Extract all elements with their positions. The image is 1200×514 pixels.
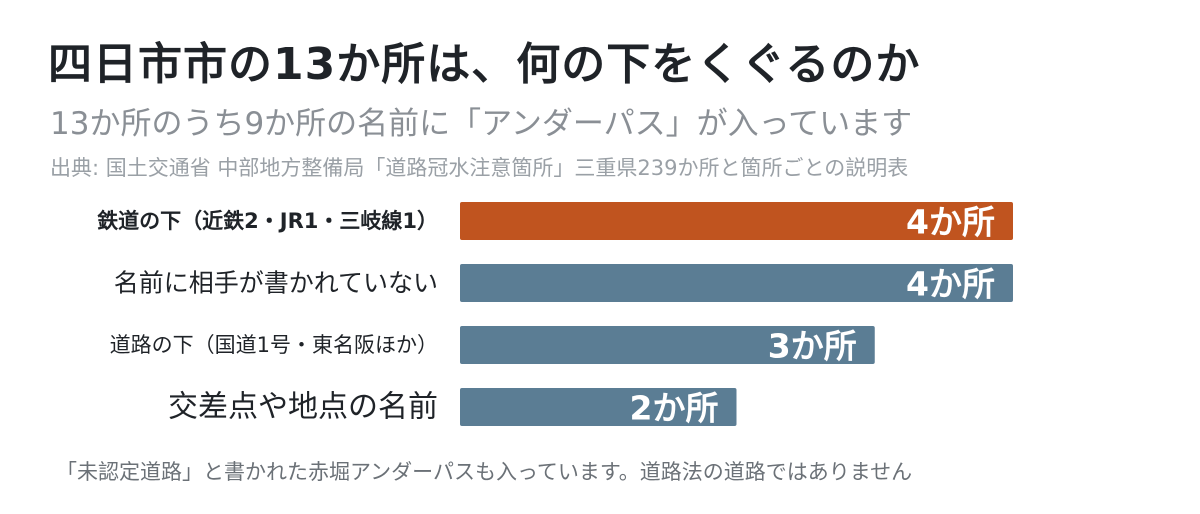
value-label-4: 2か所: [630, 389, 719, 428]
bar-1: [460, 202, 1013, 240]
chart-title: 四日市市の13か所は、何の下をくぐるのか: [48, 39, 921, 90]
source-note: 出典: 国土交通省 中部地方整備局「道路冠水注意箇所」三重県239か所と箇所ごと…: [50, 156, 909, 180]
value-label-2: 4か所: [906, 265, 995, 304]
category-label-4: 交差点や地点の名前: [168, 390, 438, 425]
bar-3: [460, 326, 875, 364]
bar-4: [460, 388, 737, 426]
category-label-2: 名前に相手が書かれていない: [114, 269, 438, 298]
bar-2: [460, 264, 1013, 302]
category-label-3: 道路の下（国道1号・東名阪ほか）: [110, 333, 438, 357]
chart-subtitle: 13か所のうち9か所の名前に「アンダーパス」が入っています: [50, 106, 913, 142]
value-label-1: 4か所: [906, 203, 995, 242]
category-label-1: 鉄道の下（近鉄2・JR1・三岐線1）: [97, 209, 438, 233]
value-label-3: 3か所: [768, 327, 857, 366]
footnote: 「未認定道路」と書かれた赤堀アンダーパスも入っています。道路法の道路ではありませ…: [56, 460, 913, 484]
